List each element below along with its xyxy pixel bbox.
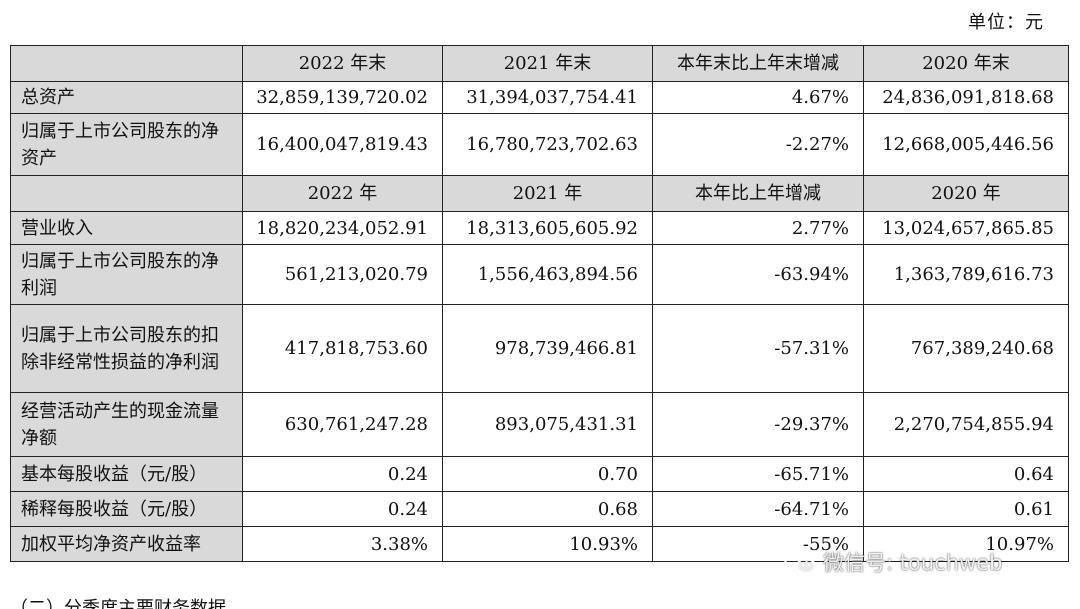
value-2020: 767,389,240.68 — [863, 304, 1069, 393]
value-2020: 0.61 — [863, 491, 1069, 527]
value-2022: 32,859,139,720.02 — [242, 81, 443, 114]
value-2021: 1,556,463,894.56 — [442, 244, 653, 305]
wechat-icon — [784, 549, 816, 577]
value-change: -2.27% — [652, 113, 864, 176]
value-2021: 893,075,431.31 — [442, 392, 653, 457]
row-label: 总资产 — [10, 81, 243, 114]
value-2022: 18,820,234,052.91 — [242, 211, 443, 245]
value-2020: 10.97% — [863, 526, 1069, 562]
watermark-text: 微信号: touchweb — [823, 551, 1003, 575]
watermark: 微信号: touchweb — [783, 542, 1002, 582]
row-label: 稀释每股收益（元/股） — [10, 491, 243, 527]
financial-table: 2022 年末 2021 年末 本年末比上年末增减 2020 年末 总资产 32… — [10, 45, 1069, 562]
table-row: 稀释每股收益（元/股） 0.24 0.68 -64.71% 0.61 — [10, 491, 1069, 527]
value-2022: 561,213,020.79 — [242, 244, 443, 305]
section-heading-cut: （二）分季度主要财务数据 — [10, 598, 226, 609]
value-2022: 16,400,047,819.43 — [242, 113, 443, 176]
header-2020-year-end: 2020 年末 — [863, 45, 1069, 82]
value-change: -55% — [652, 526, 864, 562]
value-change: 4.67% — [652, 81, 864, 114]
value-2022: 630,761,247.28 — [242, 392, 443, 457]
table-row: 经营活动产生的现金流量净额 630,761,247.28 893,075,431… — [10, 392, 1069, 457]
row-label: 归属于上市公司股东的扣除非经常性损益的净利润 — [10, 304, 243, 393]
header-2022: 2022 年 — [242, 175, 443, 212]
value-2020: 24,836,091,818.68 — [863, 81, 1069, 114]
value-2020: 12,668,005,446.56 — [863, 113, 1069, 176]
value-change: -57.31% — [652, 304, 864, 393]
value-2022: 0.24 — [242, 456, 443, 492]
row-label: 归属于上市公司股东的净利润 — [10, 244, 243, 305]
header-change-year-end: 本年末比上年末增减 — [652, 45, 864, 82]
header-row-year: 2022 年 2021 年 本年比上年增减 2020 年 — [10, 175, 1069, 212]
value-2021: 10.93% — [442, 526, 653, 562]
table-row: 归属于上市公司股东的净资产 16,400,047,819.43 16,780,7… — [10, 113, 1069, 176]
value-2021: 978,739,466.81 — [442, 304, 653, 393]
value-2022: 417,818,753.60 — [242, 304, 443, 393]
table-row: 归属于上市公司股东的扣除非经常性损益的净利润 417,818,753.60 97… — [10, 304, 1069, 393]
value-2020: 2,270,754,855.94 — [863, 392, 1069, 457]
row-label: 经营活动产生的现金流量净额 — [10, 392, 243, 457]
header-2022-year-end: 2022 年末 — [242, 45, 443, 82]
header-2021: 2021 年 — [442, 175, 653, 212]
header-blank-cell — [10, 175, 243, 212]
value-change: -65.71% — [652, 456, 864, 492]
value-2022: 3.38% — [242, 526, 443, 562]
row-label: 营业收入 — [10, 211, 243, 245]
value-2022: 0.24 — [242, 491, 443, 527]
row-label: 加权平均净资产收益率 — [10, 526, 243, 562]
table-row: 基本每股收益（元/股） 0.24 0.70 -65.71% 0.64 — [10, 456, 1069, 492]
table-row: 归属于上市公司股东的净利润 561,213,020.79 1,556,463,8… — [10, 244, 1069, 305]
value-2021: 31,394,037,754.41 — [442, 81, 653, 114]
value-change: 2.77% — [652, 211, 864, 245]
table-row: 加权平均净资产收益率 3.38% 10.93% -55% 10.97% — [10, 526, 1069, 562]
value-change: -29.37% — [652, 392, 864, 457]
value-2020: 0.64 — [863, 456, 1069, 492]
value-2021: 0.68 — [442, 491, 653, 527]
row-label: 归属于上市公司股东的净资产 — [10, 113, 243, 176]
table-row: 营业收入 18,820,234,052.91 18,313,605,605.92… — [10, 211, 1069, 245]
header-blank-cell — [10, 45, 243, 82]
unit-label: 单位：元 — [968, 12, 1044, 33]
header-2021-year-end: 2021 年末 — [442, 45, 653, 82]
value-change: -64.71% — [652, 491, 864, 527]
value-2020: 13,024,657,865.85 — [863, 211, 1069, 245]
row-label: 基本每股收益（元/股） — [10, 456, 243, 492]
value-2021: 16,780,723,702.63 — [442, 113, 653, 176]
header-2020: 2020 年 — [863, 175, 1069, 212]
header-change: 本年比上年增减 — [652, 175, 864, 212]
header-row-year-end: 2022 年末 2021 年末 本年末比上年末增减 2020 年末 — [10, 45, 1069, 82]
value-2021: 18,313,605,605.92 — [442, 211, 653, 245]
value-2020: 1,363,789,616.73 — [863, 244, 1069, 305]
value-2021: 0.70 — [442, 456, 653, 492]
table-row: 总资产 32,859,139,720.02 31,394,037,754.41 … — [10, 81, 1069, 114]
value-change: -63.94% — [652, 244, 864, 305]
